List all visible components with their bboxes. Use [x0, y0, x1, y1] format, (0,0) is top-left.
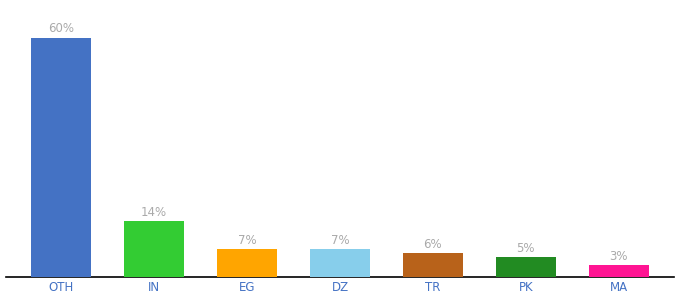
Text: 60%: 60% — [48, 22, 74, 35]
Bar — [310, 249, 370, 277]
Bar — [588, 265, 649, 277]
Bar — [217, 249, 277, 277]
Text: 3%: 3% — [609, 250, 628, 263]
Bar — [403, 253, 463, 277]
Text: 6%: 6% — [424, 238, 442, 251]
Bar — [124, 221, 184, 277]
Text: 5%: 5% — [517, 242, 535, 255]
Text: 7%: 7% — [238, 234, 256, 247]
Text: 14%: 14% — [141, 206, 167, 219]
Bar — [496, 257, 556, 277]
Text: 7%: 7% — [330, 234, 350, 247]
Bar — [31, 38, 92, 277]
